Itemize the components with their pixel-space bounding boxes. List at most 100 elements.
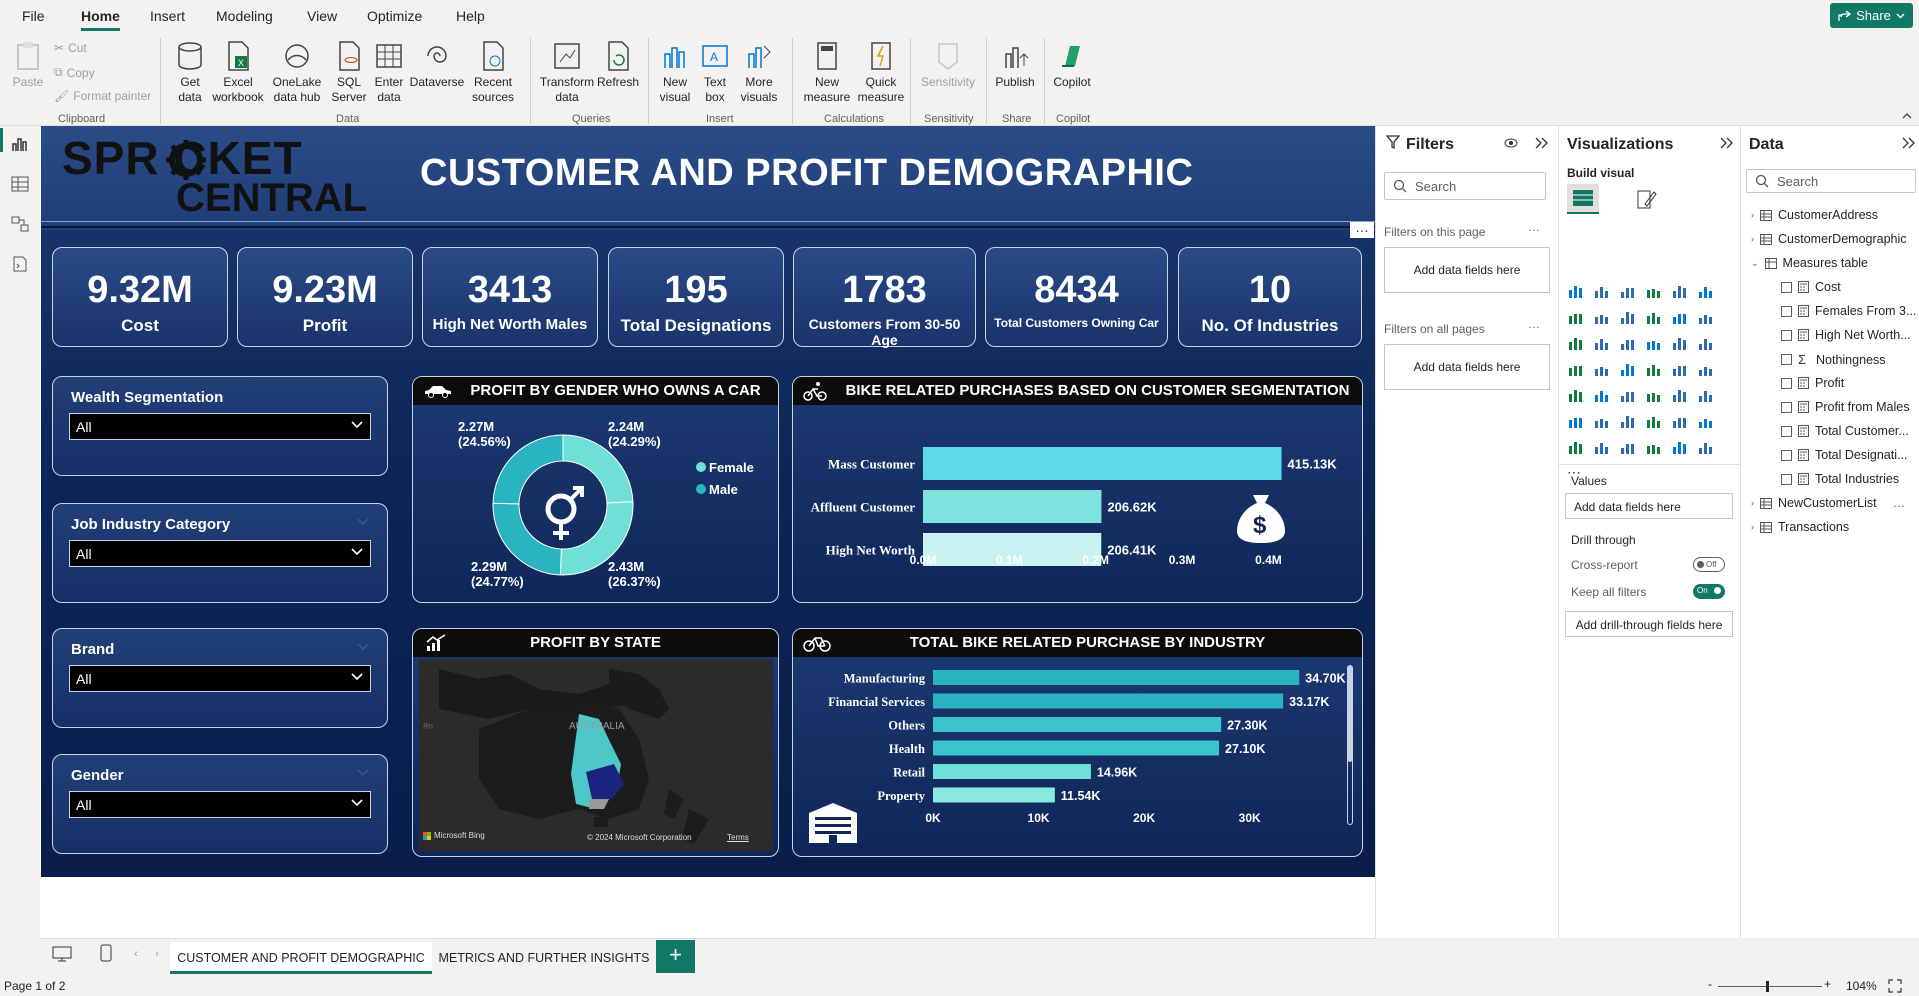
stacked-bar-icon[interactable]	[1567, 282, 1585, 300]
measure-item[interactable]: Total Designati...	[1781, 448, 1907, 462]
paste-button[interactable]: Paste	[12, 40, 44, 90]
more-options-icon[interactable]: …	[1528, 317, 1540, 331]
menu-optimize[interactable]: Optimize	[367, 8, 423, 24]
onelake-button[interactable]: OneLake data hub	[270, 40, 324, 105]
ribbon-icon[interactable]	[1645, 308, 1663, 326]
get-data-button[interactable]: Get data	[170, 40, 210, 105]
paginated-icon[interactable]	[1671, 412, 1689, 430]
zoom-slider-thumb[interactable]	[1766, 981, 1769, 992]
bar-financial-services[interactable]	[933, 693, 1284, 709]
enter-data-button[interactable]: Enter data	[370, 40, 408, 105]
dax-query-view-icon[interactable]	[11, 256, 29, 272]
area-icon[interactable]	[1593, 308, 1611, 326]
industry-bar-visual[interactable]: TOTAL BIKE RELATED PURCHASE BY INDUSTRY …	[792, 628, 1363, 857]
menu-help[interactable]: Help	[456, 8, 485, 24]
100-column-icon[interactable]	[1697, 282, 1715, 300]
pie-icon[interactable]	[1645, 334, 1663, 352]
fit-to-page-icon[interactable]	[1888, 979, 1902, 993]
funnel-icon[interactable]	[1697, 308, 1715, 326]
job-industry-dropdown[interactable]: All	[69, 540, 371, 567]
format-visual-icon[interactable]	[1635, 188, 1657, 210]
azure-map-icon[interactable]	[1619, 360, 1637, 378]
waterfall-icon[interactable]	[1671, 308, 1689, 326]
measure-item[interactable]: Females From 3...	[1781, 304, 1916, 318]
report-view-icon[interactable]	[11, 136, 29, 152]
filters-search-input[interactable]: Search	[1384, 172, 1546, 200]
slicer-icon[interactable]	[1619, 386, 1637, 404]
desktop-layout-icon[interactable]	[52, 946, 72, 962]
gauge-icon[interactable]	[1671, 360, 1689, 378]
more-visuals-button[interactable]: More visuals	[736, 40, 782, 105]
treemap-icon[interactable]	[1697, 334, 1715, 352]
table-customerdemographic[interactable]: › CustomerDemographic	[1751, 232, 1907, 246]
profit-by-state-map-visual[interactable]: PROFIT BY STATE AUSTRALIA #n Microsoft B…	[412, 628, 779, 857]
pbi-more-icon[interactable]	[1697, 438, 1715, 456]
r-visual-icon[interactable]	[1697, 386, 1715, 404]
measure-item[interactable]: Σ Nothingness	[1781, 352, 1886, 367]
bar-high-net-worth[interactable]	[923, 533, 1102, 566]
measure-item[interactable]: High Net Worth...	[1781, 328, 1911, 342]
checkbox[interactable]	[1781, 473, 1792, 485]
prev-page-icon[interactable]: ‹	[134, 948, 138, 960]
decomp-tree-icon[interactable]	[1619, 412, 1637, 430]
table-icon[interactable]	[1645, 386, 1663, 404]
dataverse-button[interactable]: Dataverse	[410, 40, 464, 90]
collapse-data-icon[interactable]	[1901, 137, 1915, 149]
table-transactions[interactable]: › Transactions	[1751, 520, 1849, 534]
filled-map-icon[interactable]	[1593, 360, 1611, 378]
eye-icon[interactable]	[1504, 137, 1518, 149]
measure-item[interactable]: Cost	[1781, 280, 1841, 294]
sql-server-button[interactable]: SQL Server	[330, 40, 368, 105]
menu-modeling[interactable]: Modeling	[216, 8, 273, 24]
table-measures[interactable]: ⌄ Measures table	[1751, 256, 1868, 270]
filters-page-dropzone[interactable]: Add data fields here	[1384, 247, 1550, 293]
more-visuals-ellipsis-icon[interactable]: ⋯	[1567, 464, 1581, 480]
drill-through-dropzone[interactable]: Add drill-through fields here	[1565, 611, 1733, 637]
shape-map-icon[interactable]	[1645, 360, 1663, 378]
matrix-icon[interactable]	[1671, 386, 1689, 404]
scatter-icon[interactable]	[1619, 334, 1637, 352]
bar-affluent-customer[interactable]	[923, 490, 1102, 523]
next-page-icon[interactable]: ›	[155, 948, 159, 960]
measure-item[interactable]: Total Industries	[1781, 472, 1899, 486]
bar-mass-customer[interactable]	[923, 447, 1282, 480]
filters-all-dropzone[interactable]: Add data fields here	[1384, 344, 1550, 390]
share-button[interactable]: Share	[1830, 3, 1913, 28]
build-visual-tab[interactable]	[1567, 184, 1599, 214]
cut-button[interactable]: ✂ Cut	[54, 41, 87, 55]
measure-item[interactable]: Total Customer...	[1781, 424, 1909, 438]
map-terms-link[interactable]: Terms	[727, 833, 749, 842]
checkbox[interactable]	[1781, 305, 1792, 317]
wealth-segmentation-dropdown[interactable]: All	[69, 413, 371, 440]
python-icon[interactable]	[1567, 412, 1585, 430]
new-visual-button[interactable]: New visual	[656, 40, 694, 105]
slicer-collapse-icon[interactable]	[357, 769, 369, 777]
donut-chart-visual[interactable]: PROFIT BY GENDER WHO OWNS A CAR 2.24M (24…	[412, 376, 779, 603]
menu-insert[interactable]: Insert	[150, 8, 186, 24]
checkbox[interactable]	[1781, 449, 1792, 461]
menu-home[interactable]: Home	[81, 8, 120, 31]
tab-customer-profit[interactable]: CUSTOMER AND PROFIT DEMOGRAPHIC	[170, 942, 432, 974]
transform-data-button[interactable]: Transform data	[538, 40, 596, 105]
bar-manufacturing[interactable]	[933, 670, 1300, 685]
bar-retail[interactable]	[933, 764, 1091, 779]
cross-report-toggle[interactable]: Off	[1693, 557, 1725, 572]
bar-others[interactable]	[933, 717, 1222, 732]
checkbox[interactable]	[1781, 354, 1792, 365]
copy-button[interactable]: ⧉ Copy	[54, 65, 95, 80]
text-box-button[interactable]: A Text box	[698, 40, 732, 105]
arcgis-icon[interactable]	[1645, 438, 1663, 456]
slicer-collapse-icon[interactable]	[357, 518, 369, 526]
stacked-column-icon[interactable]	[1593, 282, 1611, 300]
map-icon[interactable]	[1567, 360, 1585, 378]
power-automate-icon[interactable]	[1593, 438, 1611, 456]
table-newcustomerlist[interactable]: › NewCustomerList…	[1751, 496, 1905, 510]
brand-dropdown[interactable]: All	[69, 665, 371, 692]
key-influencers-icon[interactable]	[1593, 412, 1611, 430]
line-icon[interactable]	[1567, 308, 1585, 326]
checkbox[interactable]	[1781, 281, 1792, 293]
publish-button[interactable]: Publish	[994, 40, 1036, 90]
add-page-button[interactable]: +	[656, 940, 695, 973]
bing-map[interactable]: AUSTRALIA #n Microsoft Bing © 2024 Micro…	[419, 659, 773, 851]
donut-icon[interactable]	[1671, 334, 1689, 352]
